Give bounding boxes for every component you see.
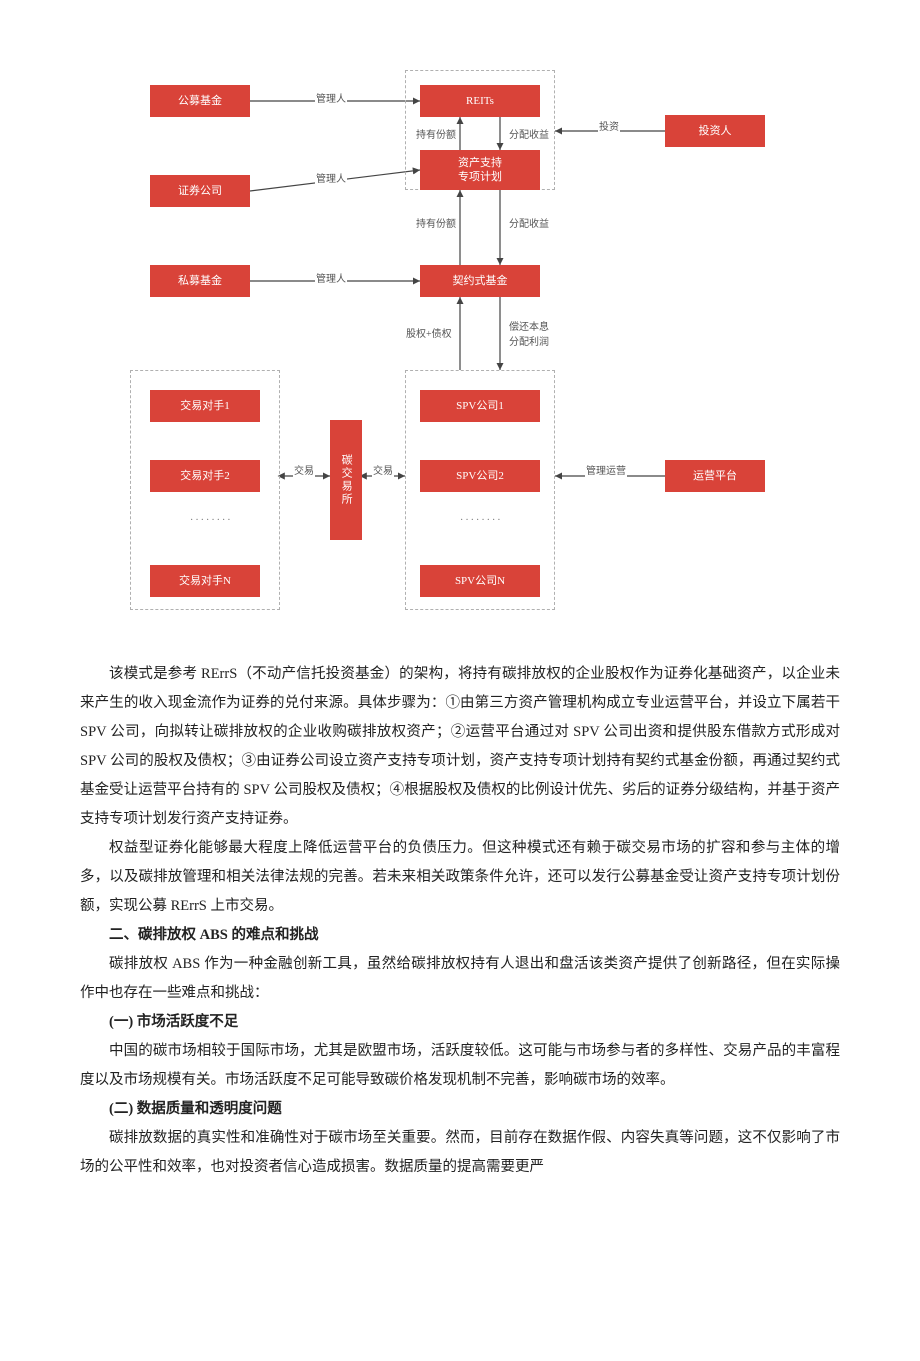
paragraph-abs-intro: 碳排放权 ABS 作为一种金融创新工具，虽然给碳排放权持有人退出和盘活该类资产提… [80, 950, 840, 1008]
diagram-node-spv1: SPV公司1 [420, 390, 540, 422]
diagram-node-sec: 证券公司 [150, 175, 250, 207]
diagram-node-investor: 投资人 [665, 115, 765, 147]
diagram-node-priv: 私募基金 [150, 265, 250, 297]
edge-label: 分配收益 [508, 215, 550, 230]
diagram-node-cp1: 交易对手1 [150, 390, 260, 422]
edge-label: 偿还本息 分配利润 [508, 318, 550, 348]
heading-sub-2: (二) 数据质量和透明度问题 [80, 1095, 840, 1124]
diagram-node-ops: 运营平台 [665, 460, 765, 492]
diagram-node-cpN: 交易对手N [150, 565, 260, 597]
edge-label: 交易 [372, 462, 394, 477]
paragraph-equity-sec: 权益型证券化能够最大程度上降低运营平台的负债压力。但这种模式还有赖于碳交易市场的… [80, 834, 840, 921]
edge-label: 管理运营 [585, 462, 627, 477]
diagram-node-contract: 契约式基金 [420, 265, 540, 297]
edge-label: 交易 [293, 462, 315, 477]
heading-sub-1: (一) 市场活跃度不足 [80, 1008, 840, 1037]
diagram-node-spvN: SPV公司N [420, 565, 540, 597]
diagram-node-spv2: SPV公司2 [420, 460, 540, 492]
document-body: 该模式是参考 RErrS（不动产信托投资基金）的架构，将持有碳排放权的企业股权作… [80, 660, 840, 1182]
edge-label: 管理人 [315, 170, 347, 185]
reits-structure-diagram: 管理人管理人管理人持有份额分配收益持有份额分配收益股权+债权偿还本息 分配利润投… [120, 60, 800, 620]
diagram-node-pubfund: 公募基金 [150, 85, 250, 117]
edge-label: 管理人 [315, 90, 347, 105]
paragraph-data-quality: 碳排放数据的真实性和准确性对于碳市场至关重要。然而，目前存在数据作假、内容失真等… [80, 1124, 840, 1182]
diagram-node-cp2: 交易对手2 [150, 460, 260, 492]
diagram-node-reits: REITs [420, 85, 540, 117]
ellipsis: ········ [190, 515, 233, 526]
diagram-node-exchange: 碳交易所 [330, 420, 362, 540]
edge-label: 投资 [598, 118, 620, 133]
edge-label: 管理人 [315, 270, 347, 285]
heading-section-2: 二、碳排放权 ABS 的难点和挑战 [80, 921, 840, 950]
edge-label: 股权+债权 [405, 325, 453, 340]
edge-label: 持有份额 [415, 126, 457, 141]
paragraph-market: 中国的碳市场相较于国际市场，尤其是欧盟市场，活跃度较低。这可能与市场参与者的多样… [80, 1037, 840, 1095]
ellipsis: ········ [460, 515, 503, 526]
paragraph-model-desc: 该模式是参考 RErrS（不动产信托投资基金）的架构，将持有碳排放权的企业股权作… [80, 660, 840, 834]
diagram-node-abs: 资产支持 专项计划 [420, 150, 540, 190]
edge-label: 分配收益 [508, 126, 550, 141]
edge-label: 持有份额 [415, 215, 457, 230]
